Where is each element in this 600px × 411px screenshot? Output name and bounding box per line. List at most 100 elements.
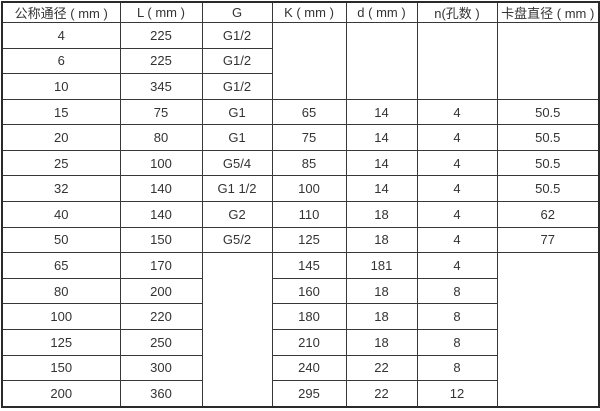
cell-L: 300	[119, 354, 203, 382]
column-header-K: K ( mm )	[271, 1, 347, 23]
cell-L: 345	[119, 73, 203, 100]
cell-n: 4	[416, 124, 498, 151]
column-header-L: L ( mm )	[119, 1, 203, 23]
cell-nominal-diameter: 80	[1, 277, 121, 305]
cell-d: 18	[345, 328, 418, 356]
cell-chuck: 62	[496, 201, 600, 228]
cell-n: 4	[416, 149, 498, 177]
cell-G: G5/2	[201, 226, 273, 254]
cell-n: 4	[416, 98, 498, 126]
cell-nominal-diameter: 150	[1, 354, 121, 382]
table-row: 50 150 G5/2 125 18 4 77	[1, 226, 600, 254]
table-row: 65 170 145 181 4	[1, 252, 600, 408]
cell-L: 170	[119, 252, 203, 279]
cell-K: 125	[271, 226, 347, 254]
cell-d: 18	[345, 277, 418, 305]
cell-K: 65	[271, 98, 347, 126]
cell-chuck: 50.5	[496, 149, 600, 177]
cell-G: G5/4	[201, 149, 273, 177]
cell-nominal-diameter: 15	[1, 98, 121, 126]
cell-L: 360	[119, 380, 203, 408]
cell-nominal-diameter: 65	[1, 252, 121, 279]
cell-nominal-diameter: 10	[1, 73, 121, 100]
cell-nominal-diameter: 20	[1, 124, 121, 151]
cell-chuck-merged-empty	[496, 252, 600, 408]
table-row: 32 140 G1 1/2 100 14 4 50.5	[1, 175, 600, 203]
cell-nominal-diameter: 40	[1, 201, 121, 228]
cell-K: 240	[271, 354, 347, 382]
cell-L: 225	[119, 22, 203, 49]
cell-K: 180	[271, 303, 347, 330]
table-row: 20 80 G1 75 14 4 50.5	[1, 124, 600, 151]
cell-nominal-diameter: 200	[1, 380, 121, 408]
cell-K: 75	[271, 124, 347, 151]
column-header-d: d ( mm )	[345, 1, 418, 23]
cell-d-merged-empty	[345, 22, 418, 100]
table-row: 125 250 210 18 8	[1, 328, 599, 356]
cell-d: 181	[345, 252, 418, 279]
cell-L: 80	[119, 124, 203, 151]
cell-L: 140	[119, 175, 203, 203]
cell-G: G1/2	[201, 22, 273, 49]
cell-K: 295	[271, 380, 347, 408]
cell-G: G1/2	[201, 73, 273, 100]
cell-d: 22	[345, 380, 418, 408]
cell-chuck: 50.5	[496, 175, 600, 203]
cell-L: 225	[119, 47, 203, 75]
cell-G-merged-empty	[201, 252, 273, 408]
cell-K: 100	[271, 175, 347, 203]
table-row: 6 225 G1/2	[1, 47, 599, 75]
cell-L: 220	[119, 303, 203, 330]
cell-d: 18	[345, 201, 418, 228]
cell-chuck: 50.5	[496, 124, 600, 151]
cell-chuck: 77	[496, 226, 600, 254]
cell-d: 14	[345, 175, 418, 203]
table-row: 200 360 295 22 12	[1, 380, 599, 408]
cell-L: 75	[119, 98, 203, 126]
cell-L: 250	[119, 328, 203, 356]
cell-nominal-diameter: 100	[1, 303, 121, 330]
table-row: 40 140 G2 110 18 4 62	[1, 201, 600, 228]
cell-K: 145	[271, 252, 347, 279]
cell-K: 85	[271, 149, 347, 177]
cell-n: 4	[416, 252, 498, 279]
cell-n: 8	[416, 277, 498, 305]
cell-G: G1/2	[201, 47, 273, 75]
column-header-nominal-diameter: 公称通径 ( mm )	[1, 1, 121, 23]
header-row: 公称通径 ( mm ) L ( mm ) G K ( mm ) d ( mm )…	[1, 1, 600, 23]
cell-nominal-diameter: 50	[1, 226, 121, 254]
cell-K: 210	[271, 328, 347, 356]
cell-chuck: 50.5	[496, 98, 600, 126]
cell-K: 160	[271, 277, 347, 305]
column-header-chuck-diameter: 卡盘直径 ( mm )	[496, 1, 600, 23]
table-row: 25 100 G5/4 85 14 4 50.5	[1, 149, 600, 177]
cell-L: 200	[119, 277, 203, 305]
cell-d: 14	[345, 124, 418, 151]
cell-n: 8	[416, 354, 498, 382]
cell-L: 140	[119, 201, 203, 228]
cell-d: 18	[345, 226, 418, 254]
cell-nominal-diameter: 25	[1, 149, 121, 177]
cell-chuck-merged-empty	[496, 22, 600, 100]
cell-n: 8	[416, 303, 498, 330]
cell-n: 8	[416, 328, 498, 356]
cell-nominal-diameter: 32	[1, 175, 121, 203]
cell-G: G2	[201, 201, 273, 228]
column-header-G: G	[201, 1, 273, 23]
cell-L: 150	[119, 226, 203, 254]
cell-n: 4	[416, 201, 498, 228]
cell-n: 12	[416, 380, 498, 408]
cell-nominal-diameter: 4	[1, 22, 121, 49]
column-header-n-holes: n(孔数 )	[416, 1, 498, 23]
cell-G: G1 1/2	[201, 175, 273, 203]
cell-d: 14	[345, 98, 418, 126]
cell-L: 100	[119, 149, 203, 177]
cell-nominal-diameter: 6	[1, 47, 121, 75]
cell-n: 4	[416, 226, 498, 254]
cell-K: 110	[271, 201, 347, 228]
table-row: 15 75 G1 65 14 4 50.5	[1, 98, 600, 126]
cell-d: 18	[345, 303, 418, 330]
cell-d: 14	[345, 149, 418, 177]
cell-K-merged-empty	[271, 22, 347, 100]
